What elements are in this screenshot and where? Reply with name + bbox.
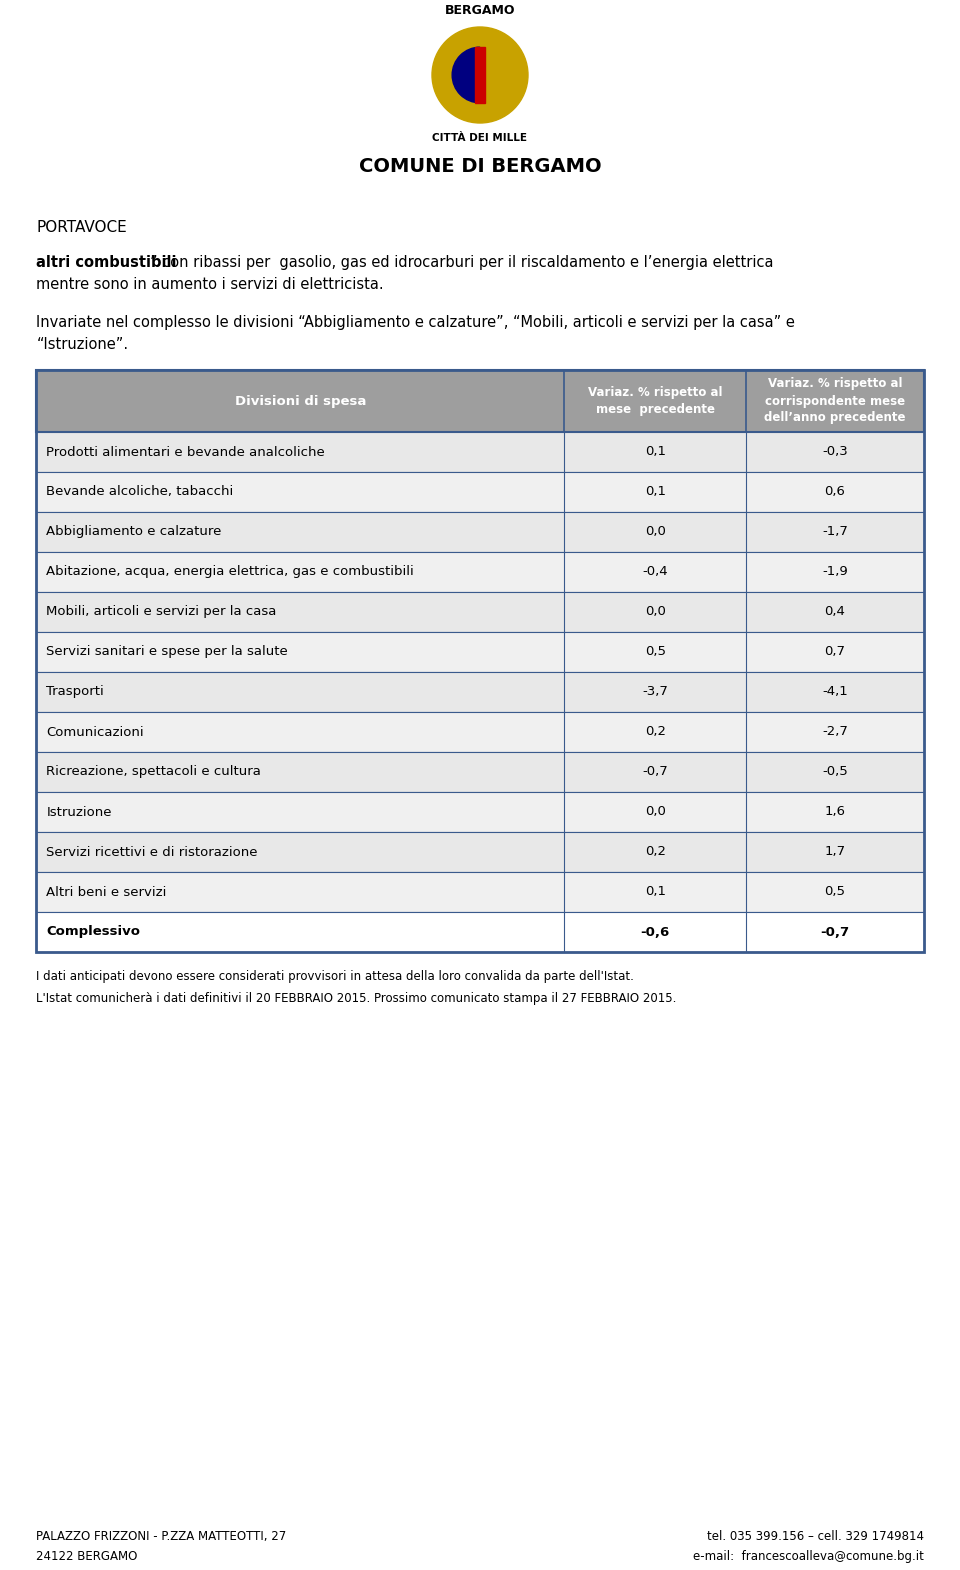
Text: BERGAMO: BERGAMO [444,5,516,17]
Text: 0,0: 0,0 [645,526,665,539]
Text: Ricreazione, spettacoli e cultura: Ricreazione, spettacoli e cultura [46,766,261,779]
Text: 0,5: 0,5 [645,645,665,658]
Text: -2,7: -2,7 [822,725,848,738]
Text: COMUNE DI BERGAMO: COMUNE DI BERGAMO [359,157,601,176]
Text: -0,6: -0,6 [640,925,670,939]
Bar [36,672,924,713]
Bar [36,592,924,633]
Text: CITTÀ DEI MILLE: CITTÀ DEI MILLE [433,133,527,143]
Text: mentre sono in aumento i servizi di elettricista.: mentre sono in aumento i servizi di elet… [36,276,384,292]
Text: Divisioni di spesa: Divisioni di spesa [234,394,366,408]
Bar [36,473,924,512]
Text: Servizi sanitari e spese per la salute: Servizi sanitari e spese per la salute [46,645,288,658]
Text: -0,5: -0,5 [822,766,848,779]
Bar [36,512,924,553]
Text: tel. 035 399.156 – cell. 329 1749814: tel. 035 399.156 – cell. 329 1749814 [707,1531,924,1543]
Text: -0,7: -0,7 [642,766,668,779]
Text: ” con ribassi per  gasolio, gas ed idrocarburi per il riscaldamento e l’energia : ” con ribassi per gasolio, gas ed idroca… [150,254,774,270]
Text: I dati anticipati devono essere considerati provvisori in attesa della loro conv: I dati anticipati devono essere consider… [36,970,635,983]
Text: Variaz. % rispetto al
mese  precedente: Variaz. % rispetto al mese precedente [588,386,723,416]
Text: Complessivo: Complessivo [46,925,140,939]
Bar [36,371,924,951]
Text: -3,7: -3,7 [642,686,668,699]
Text: 0,4: 0,4 [825,606,845,619]
Text: -0,4: -0,4 [642,565,668,578]
Bar [36,871,924,912]
Text: Trasporti: Trasporti [46,686,105,699]
Text: 1,7: 1,7 [825,846,846,859]
Text: PALAZZO FRIZZONI - P.ZZA MATTEOTTI, 27: PALAZZO FRIZZONI - P.ZZA MATTEOTTI, 27 [36,1531,287,1543]
Text: 0,1: 0,1 [645,885,665,898]
Wedge shape [452,47,480,104]
Text: -0,7: -0,7 [820,925,850,939]
Bar [36,432,924,473]
Text: 0,5: 0,5 [825,885,846,898]
Text: -0,3: -0,3 [822,446,848,458]
Text: -4,1: -4,1 [822,686,848,699]
Text: 0,0: 0,0 [645,606,665,619]
Text: L'Istat comunicherà i dati definitivi il 20 FEBBRAIO 2015. Prossimo comunicato s: L'Istat comunicherà i dati definitivi il… [36,992,677,1005]
Text: Invariate nel complesso le divisioni “Abbigliamento e calzature”, “Mobili, artic: Invariate nel complesso le divisioni “Ab… [36,316,795,330]
Text: Bevande alcoliche, tabacchi: Bevande alcoliche, tabacchi [46,485,233,499]
Text: PORTAVOCE: PORTAVOCE [36,220,128,235]
Text: 1,6: 1,6 [825,805,846,818]
Text: 0,2: 0,2 [645,725,665,738]
Text: Abitazione, acqua, energia elettrica, gas e combustibili: Abitazione, acqua, energia elettrica, ga… [46,565,414,578]
Text: “Istruzione”.: “Istruzione”. [36,338,129,352]
Ellipse shape [445,38,515,113]
Text: 0,2: 0,2 [645,846,665,859]
Text: 0,6: 0,6 [825,485,845,499]
Bar [36,553,924,592]
Text: Comunicazioni: Comunicazioni [46,725,144,738]
Text: -1,7: -1,7 [822,526,848,539]
Bar [475,47,485,104]
Bar [36,832,924,871]
Text: altri combustibili: altri combustibili [36,254,177,270]
Text: Mobili, articoli e servizi per la casa: Mobili, articoli e servizi per la casa [46,606,276,619]
Text: 0,0: 0,0 [645,805,665,818]
Text: Istruzione: Istruzione [46,805,112,818]
Text: Servizi ricettivi e di ristorazione: Servizi ricettivi e di ristorazione [46,846,258,859]
Bar [36,371,924,432]
Text: e-mail:  francescoalleva@comune.bg.it: e-mail: francescoalleva@comune.bg.it [693,1550,924,1564]
Text: Abbigliamento e calzature: Abbigliamento e calzature [46,526,222,539]
Text: Variaz. % rispetto al
corrispondente mese
dell’anno precedente: Variaz. % rispetto al corrispondente mes… [764,377,905,424]
Bar [36,791,924,832]
Circle shape [432,27,528,122]
Text: 0,7: 0,7 [825,645,846,658]
Text: -1,9: -1,9 [822,565,848,578]
Bar [36,713,924,752]
Text: 24122 BERGAMO: 24122 BERGAMO [36,1550,138,1564]
Bar [36,633,924,672]
Bar [36,912,924,951]
Text: 0,1: 0,1 [645,485,665,499]
Bar [36,752,924,791]
Text: 0,1: 0,1 [645,446,665,458]
Text: Prodotti alimentari e bevande analcoliche: Prodotti alimentari e bevande analcolich… [46,446,325,458]
Wedge shape [480,47,508,104]
Text: Altri beni e servizi: Altri beni e servizi [46,885,167,898]
